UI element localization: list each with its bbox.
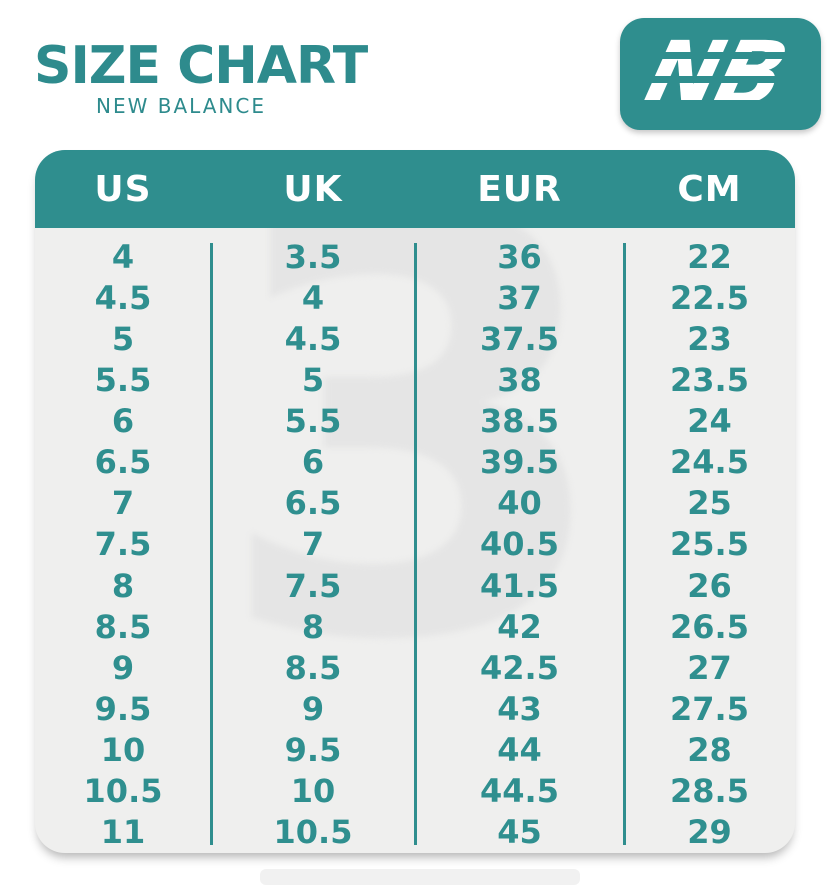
table-cell-eur: 44 — [497, 731, 542, 770]
table-cell-eur: 36 — [497, 237, 542, 276]
table-cell-us: 7 — [111, 484, 135, 523]
table-cell-us: 10.5 — [83, 772, 163, 811]
table-cell-us: 9 — [111, 648, 135, 687]
table-row: 10.5 10 44.5 28.5 — [35, 771, 795, 812]
table-row: 9.5 9 43 27.5 — [35, 688, 795, 729]
table-cell-eur: 44.5 — [480, 772, 559, 811]
table-cell-uk: 4 — [301, 278, 325, 317]
column-header-eur: EUR — [477, 168, 562, 210]
table-cell-eur: 45 — [497, 813, 542, 852]
table-cell-cm: 25.5 — [670, 525, 749, 564]
table-cell-uk: 7 — [301, 525, 325, 564]
table-row: 10 9.5 44 28 — [35, 730, 795, 771]
table-row: 5 4.5 37.5 23 — [35, 318, 795, 359]
table-cell-us: 7.5 — [94, 525, 152, 564]
table-cell-uk: 8.5 — [284, 648, 342, 687]
table-row: 8.5 8 42 26.5 — [35, 606, 795, 647]
table-header-row: US UK EUR CM — [35, 150, 795, 228]
table-cell-cm: 26 — [687, 566, 732, 605]
table-rows: 4 3.5 36 22 4.5 4 37 22.5 5 4.5 37.5 23 5.5 5 38 23.5 6 5… — [35, 236, 795, 853]
table-cell-uk: 9.5 — [284, 731, 342, 770]
table-cell-uk: 3.5 — [284, 237, 342, 276]
column-header-uk: UK — [283, 168, 343, 210]
table-cell-eur: 42.5 — [480, 648, 559, 687]
table-cell-eur: 37 — [497, 278, 542, 317]
table-row: 8 7.5 41.5 26 — [35, 565, 795, 606]
table-cell-uk: 6 — [301, 443, 325, 482]
column-header-cm: CM — [677, 168, 742, 210]
cropped-watermark-smudge — [260, 869, 580, 885]
table-cell-eur: 40 — [497, 484, 542, 523]
table-cell-us: 9.5 — [94, 690, 152, 729]
table-cell-eur: 43 — [497, 690, 542, 729]
table-cell-cm: 27 — [687, 648, 732, 687]
table-row: 11 10.5 45 29 — [35, 812, 795, 853]
table-cell-us: 6.5 — [94, 443, 152, 482]
table-cell-us: 11 — [100, 813, 146, 852]
table-cell-uk: 6.5 — [284, 484, 342, 523]
table-cell-cm: 25 — [687, 484, 732, 523]
table-cell-us: 5.5 — [94, 360, 152, 399]
table-cell-eur: 41.5 — [480, 566, 559, 605]
table-cell-uk: 8 — [301, 607, 325, 646]
table-cell-cm: 28.5 — [670, 772, 749, 811]
table-cell-cm: 24 — [687, 402, 732, 441]
table-cell-cm: 22.5 — [670, 278, 749, 317]
table-cell-uk: 9 — [301, 690, 325, 729]
table-row: 5.5 5 38 23.5 — [35, 359, 795, 400]
new-balance-logo: NB — [620, 18, 821, 130]
table-cell-eur: 42 — [497, 607, 542, 646]
table-cell-cm: 29 — [687, 813, 732, 852]
table-cell-us: 6 — [111, 402, 135, 441]
table-cell-cm: 28 — [687, 731, 732, 770]
table-cell-us: 4 — [111, 237, 135, 276]
column-divider — [210, 243, 213, 845]
table-cell-cm: 26.5 — [670, 607, 749, 646]
table-cell-cm: 24.5 — [670, 443, 749, 482]
page-title: SIZE CHART — [34, 36, 368, 96]
column-divider — [623, 243, 626, 845]
table-cell-cm: 23 — [687, 319, 732, 358]
table-cell-eur: 40.5 — [480, 525, 559, 564]
table-cell-us: 4.5 — [94, 278, 152, 317]
table-cell-eur: 37.5 — [480, 319, 559, 358]
table-cell-us: 5 — [111, 319, 135, 358]
page-subtitle: NEW BALANCE — [96, 94, 266, 118]
table-row: 6 5.5 38.5 24 — [35, 401, 795, 442]
table-cell-us: 10 — [100, 731, 146, 770]
table-cell-uk: 4.5 — [284, 319, 342, 358]
table-cell-us: 8.5 — [94, 607, 152, 646]
logo-stripe — [620, 52, 821, 59]
table-row: 9 8.5 42.5 27 — [35, 647, 795, 688]
logo-stripe — [620, 76, 821, 83]
table-row: 7 6.5 40 25 — [35, 483, 795, 524]
table-cell-uk: 5 — [301, 360, 325, 399]
table-row: 7.5 7 40.5 25.5 — [35, 524, 795, 565]
table-row: 4 3.5 36 22 — [35, 236, 795, 277]
column-divider — [414, 243, 417, 845]
table-cell-uk: 10 — [290, 772, 336, 811]
size-chart-table: US UK EUR CM 3 4 3.5 36 22 4.5 4 37 22.5 5 4.5 37.… — [35, 150, 795, 853]
column-header-us: US — [94, 168, 152, 210]
table-cell-eur: 38 — [497, 360, 542, 399]
table-cell-eur: 38.5 — [480, 402, 559, 441]
table-cell-cm: 23.5 — [670, 360, 749, 399]
table-cell-uk: 5.5 — [284, 402, 342, 441]
nb-monogram-icon: NB — [635, 22, 794, 125]
table-cell-uk: 7.5 — [284, 566, 342, 605]
table-row: 4.5 4 37 22.5 — [35, 277, 795, 318]
table-row: 6.5 6 39.5 24.5 — [35, 442, 795, 483]
table-cell-cm: 27.5 — [670, 690, 749, 729]
table-cell-cm: 22 — [687, 237, 732, 276]
table-cell-us: 8 — [111, 566, 135, 605]
table-cell-eur: 39.5 — [480, 443, 559, 482]
logo-stripe — [620, 100, 821, 107]
table-cell-uk: 10.5 — [273, 813, 353, 852]
